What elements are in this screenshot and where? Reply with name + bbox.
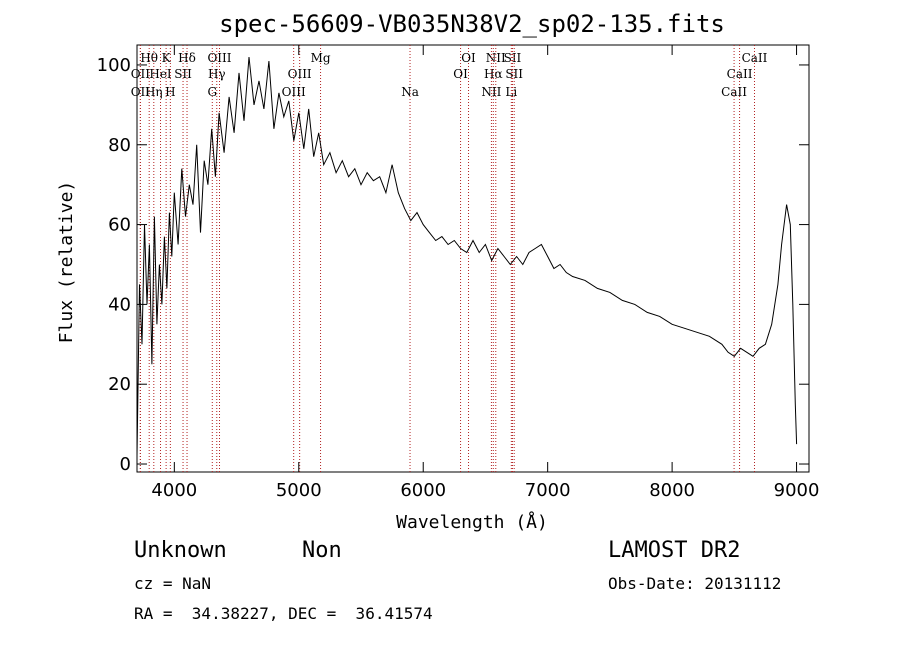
line-marker-label-16: OI <box>461 51 476 65</box>
spectrum-line <box>136 56 798 457</box>
line-marker-label-6: SII <box>174 67 192 81</box>
class-label: Unknown <box>134 538 227 563</box>
line-marker-label-1: OII <box>131 67 151 81</box>
line-marker-label-24: CaII <box>742 51 768 65</box>
line-marker-label-12: Mg <box>311 51 331 65</box>
line-marker-label-11: G <box>207 85 217 99</box>
coordinates: RA = 34.38227, DEC = 36.41574 <box>134 604 433 623</box>
line-marker-label-15: Na <box>401 85 419 99</box>
x-tick-label-0: 4000 <box>151 480 197 501</box>
redshift-value: cz = NaN <box>134 574 212 593</box>
x-tick-label-1: 5000 <box>276 480 322 501</box>
line-marker-label-4: HeI <box>149 67 172 81</box>
y-tick-label-5: 100 <box>97 55 131 76</box>
line-marker-label-17: OI <box>453 67 468 81</box>
observation-date: Obs-Date: 20131112 <box>608 574 782 593</box>
line-marker-label-2: OII <box>131 85 151 99</box>
line-marker-label-10: Hγ <box>208 67 226 81</box>
y-tick-label-2: 40 <box>108 294 131 315</box>
line-marker-label-7: H <box>165 85 175 99</box>
spectrum-series <box>136 56 798 457</box>
y-tick-label-4: 80 <box>108 135 131 156</box>
chart-title: spec-56609-VB035N38V2_sp02-135.fits <box>219 10 725 38</box>
line-marker-label-3: K <box>162 51 172 65</box>
line-marker-label-5: Hη <box>145 85 163 99</box>
survey-name: LAMOST DR2 <box>608 538 741 563</box>
line-marker-label-25: CaII <box>727 67 753 81</box>
line-marker-label-8: Hδ <box>178 51 196 65</box>
y-tick-label-3: 60 <box>108 215 131 236</box>
line-marker-label-0: Hθ <box>140 51 158 65</box>
x-tick-label-5: 9000 <box>774 480 820 501</box>
line-marker-label-23: Li <box>505 85 517 99</box>
y-axis-label: Flux (relative) <box>56 181 77 344</box>
line-marker-label-9: OIII <box>207 51 231 65</box>
line-marker-label-22: NII <box>481 85 501 99</box>
line-marker-label-20: Hα <box>484 67 503 81</box>
x-tick-label-3: 7000 <box>525 480 571 501</box>
x-tick-label-2: 6000 <box>400 480 446 501</box>
y-tick-label-1: 20 <box>108 374 131 395</box>
x-axis-label: Wavelength (Å) <box>396 511 548 533</box>
line-markers: Hθ OII OII K HeI Hη SII H Hδ OIII Hγ G Mg OIII OIII Na O… <box>131 45 768 472</box>
x-tick-label-4: 8000 <box>649 480 695 501</box>
line-marker-label-18: NII <box>486 51 506 65</box>
line-marker-label-13: OIII <box>288 67 312 81</box>
line-marker-label-19: SII <box>504 51 522 65</box>
y-axis-ticks: 0 20 40 60 80 100 <box>97 55 809 475</box>
plot-frame <box>136 44 810 473</box>
line-marker-label-14: OIII <box>282 85 306 99</box>
subclass-label: Non <box>302 538 342 563</box>
line-marker-label-26: CaII <box>721 85 747 99</box>
line-marker-label-21: SII <box>505 67 523 81</box>
y-tick-label-0: 0 <box>120 454 131 475</box>
x-axis-ticks: 4000 5000 6000 7000 8000 9000 <box>151 45 819 501</box>
